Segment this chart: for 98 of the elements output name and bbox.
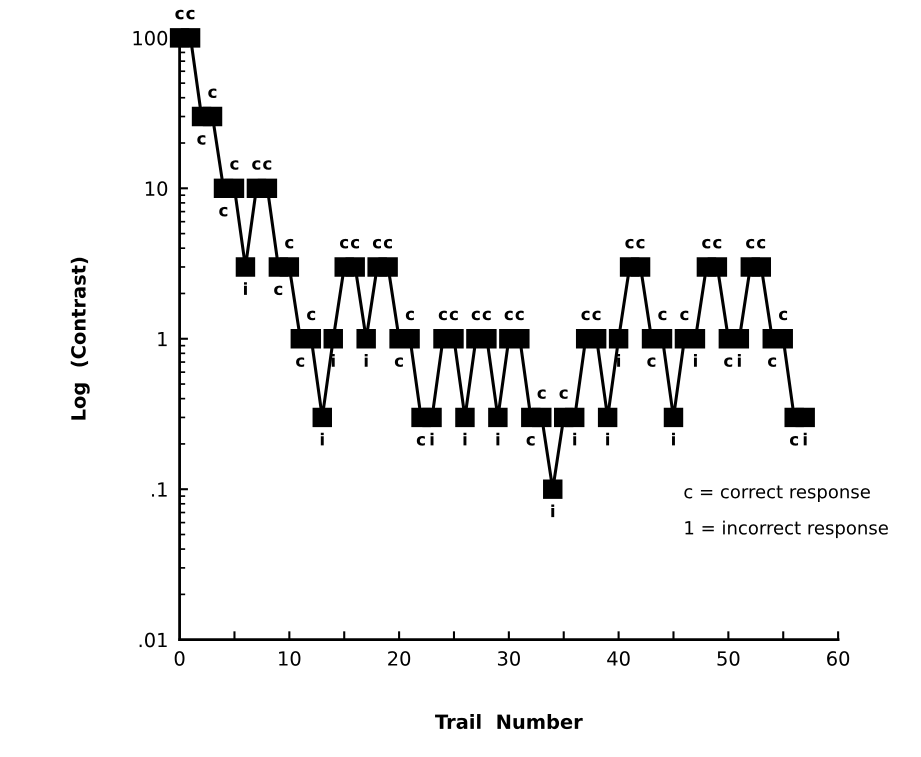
point bbox=[532, 408, 552, 428]
data-label: c bbox=[538, 389, 546, 399]
data-label: c bbox=[285, 238, 294, 248]
data-label: c bbox=[647, 357, 656, 367]
annotation: c = correct response bbox=[684, 486, 870, 502]
y-tick-label: 10 bbox=[146, 181, 168, 196]
point bbox=[455, 408, 475, 428]
data-label: c bbox=[779, 310, 788, 320]
data-label: i bbox=[430, 432, 434, 446]
y-axis-title: Log (Contrast) bbox=[70, 258, 90, 420]
data-label: c bbox=[482, 310, 491, 320]
data-label: i bbox=[694, 354, 697, 367]
point bbox=[608, 329, 628, 348]
data-label: c bbox=[702, 238, 710, 248]
data-label: c bbox=[746, 238, 754, 248]
x-axis-title: Trail Number bbox=[435, 714, 583, 730]
data-label: c bbox=[438, 310, 447, 320]
data-label: i bbox=[738, 354, 741, 367]
data-label: c bbox=[636, 238, 644, 248]
point bbox=[378, 257, 398, 277]
x-tick-label: 40 bbox=[607, 651, 630, 666]
data-label: c bbox=[307, 310, 316, 320]
point bbox=[180, 28, 200, 48]
point bbox=[795, 408, 815, 428]
point bbox=[258, 178, 278, 198]
data-label: c bbox=[790, 436, 798, 446]
point bbox=[236, 257, 256, 277]
x-tick-label: 50 bbox=[717, 651, 740, 666]
point bbox=[543, 479, 562, 499]
y-tick-label: 100 bbox=[134, 30, 168, 46]
annotation: 1 = incorrect response bbox=[685, 520, 888, 538]
data-label: c bbox=[350, 238, 360, 248]
data-label: c bbox=[274, 286, 282, 296]
data-label: c bbox=[581, 310, 590, 320]
data-label: c bbox=[219, 206, 228, 216]
data-label: i bbox=[244, 282, 247, 295]
data-label: c bbox=[516, 310, 524, 320]
data-label: c bbox=[757, 238, 766, 248]
point bbox=[708, 257, 728, 277]
data-label: c bbox=[450, 310, 458, 320]
point bbox=[324, 329, 343, 348]
x-tick-label: 20 bbox=[388, 651, 410, 666]
point bbox=[598, 408, 618, 428]
data-label: i bbox=[672, 432, 675, 446]
data-label: c bbox=[197, 135, 206, 145]
data-label: i bbox=[463, 432, 466, 446]
data-label: c bbox=[230, 160, 238, 170]
data-label: c bbox=[416, 436, 425, 446]
point bbox=[312, 408, 332, 428]
data-label: c bbox=[252, 160, 260, 170]
data-label: i bbox=[573, 432, 576, 446]
data-label: i bbox=[496, 432, 500, 446]
data-label: i bbox=[364, 354, 368, 367]
point bbox=[564, 408, 584, 428]
data-label: c bbox=[372, 238, 381, 248]
data-label: c bbox=[394, 357, 403, 367]
point bbox=[345, 257, 365, 277]
data-label: c bbox=[384, 238, 392, 248]
data-label: c bbox=[186, 10, 194, 20]
x-tick-label: 30 bbox=[498, 651, 520, 666]
data-label: c bbox=[504, 310, 513, 320]
data-label: c bbox=[263, 160, 272, 170]
data-label: c bbox=[680, 310, 688, 320]
data-label: i bbox=[617, 354, 620, 367]
data-label: i bbox=[804, 432, 807, 446]
y-tick-label: .1 bbox=[152, 482, 167, 497]
data-label: i bbox=[551, 504, 554, 518]
point bbox=[488, 408, 508, 428]
point bbox=[664, 408, 684, 428]
data-label: c bbox=[713, 238, 722, 248]
data-label: c bbox=[560, 389, 568, 399]
y-tick-label: 1 bbox=[158, 332, 167, 346]
point bbox=[224, 178, 244, 198]
data-label: c bbox=[208, 88, 216, 98]
y-tick-label: .01 bbox=[140, 632, 167, 648]
data-label: c bbox=[406, 310, 414, 320]
point bbox=[280, 257, 300, 277]
data-label: c bbox=[768, 357, 776, 367]
x-tick-label: 0 bbox=[174, 651, 184, 666]
data-label: c bbox=[340, 238, 348, 248]
data-label: c bbox=[592, 310, 600, 320]
data-label: c bbox=[724, 357, 732, 367]
point bbox=[422, 408, 442, 428]
data-label: c bbox=[296, 357, 304, 367]
data-label: i bbox=[606, 432, 610, 446]
point bbox=[630, 257, 650, 277]
data-label: c bbox=[472, 310, 480, 320]
point bbox=[202, 106, 222, 126]
point bbox=[752, 257, 772, 277]
data-label: c bbox=[625, 238, 634, 248]
data-label: c bbox=[526, 436, 535, 446]
x-tick-label: 10 bbox=[279, 651, 300, 666]
point bbox=[356, 329, 376, 348]
data-label: i bbox=[332, 354, 335, 367]
data-label: c bbox=[658, 310, 666, 320]
x-tick-label: 60 bbox=[827, 651, 850, 666]
data-label: i bbox=[320, 432, 324, 446]
data-label: c bbox=[175, 10, 184, 20]
